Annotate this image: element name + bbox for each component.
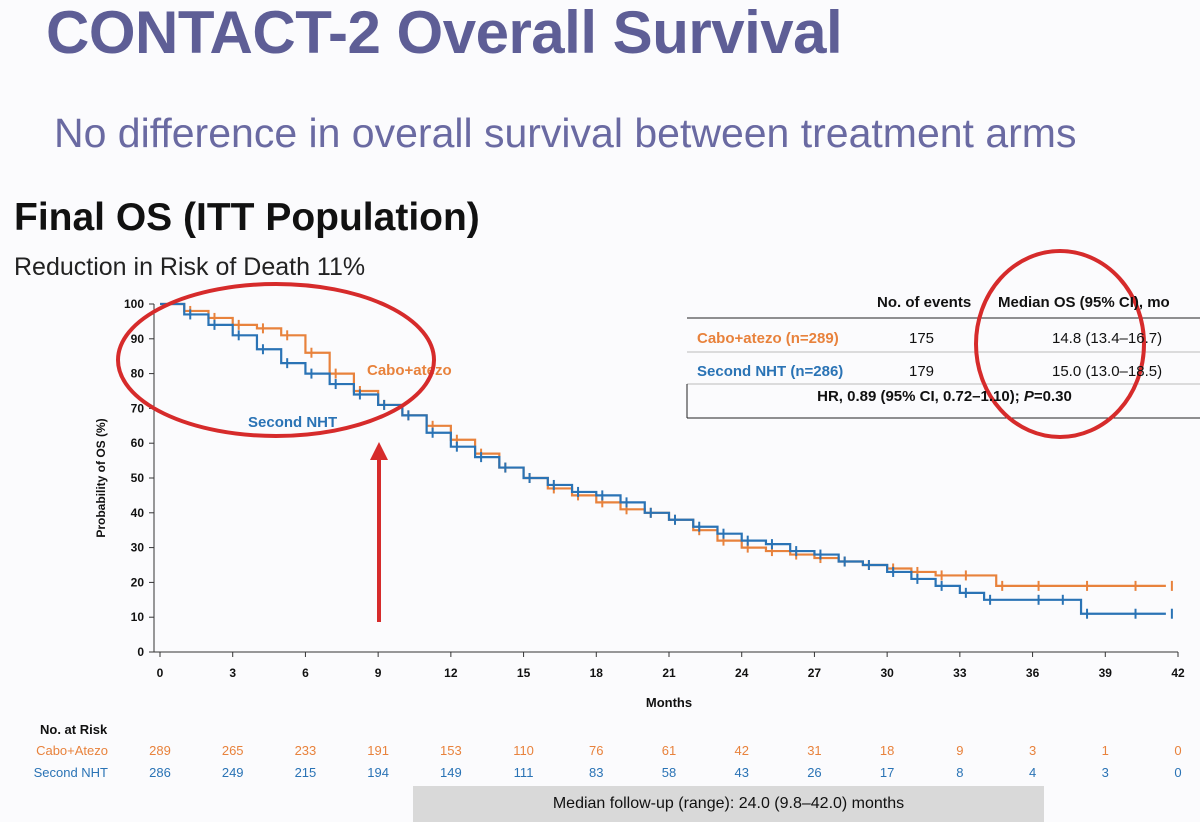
risk-cell: 110 — [513, 743, 534, 758]
risk-cell: 4 — [1028, 765, 1037, 780]
stats-row-cabo: Cabo+atezo (n=289) — [697, 330, 839, 347]
x-tick-label: 15 — [517, 666, 531, 680]
y-tick-label: 70 — [131, 401, 145, 415]
x-axis-label: Months — [646, 695, 692, 710]
arrow-head — [370, 442, 388, 460]
risk-cell: 42 — [734, 743, 749, 758]
y-tick-label: 0 — [137, 645, 144, 659]
x-tick-label: 33 — [953, 666, 967, 680]
risk-cell: 215 — [294, 765, 317, 780]
slide-subtitle: No difference in overall survival betwee… — [54, 110, 1077, 156]
hazard-ratio: HR, 0.89 (95% CI, 0.72–1.10); P=0.30 — [689, 388, 1200, 405]
risk-cell: 0 — [1174, 743, 1182, 758]
risk-cell: 17 — [879, 765, 895, 780]
highlight-ellipse-early — [116, 282, 436, 438]
x-tick-label: 39 — [1099, 666, 1113, 680]
y-tick-label: 30 — [131, 541, 145, 555]
series-line-nht — [160, 302, 1166, 615]
risk-cell: 61 — [661, 743, 677, 758]
risk-cell: 9 — [956, 743, 964, 758]
y-axis-label: Probability of OS (%) — [94, 418, 108, 537]
slide-title: CONTACT-2 Overall Survival — [46, 0, 843, 66]
x-tick-label: 30 — [880, 666, 894, 680]
y-tick-label: 100 — [124, 297, 144, 311]
x-tick-label: 12 — [444, 666, 458, 680]
risk-cell: 3 — [1101, 765, 1109, 780]
risk-cell: 233 — [294, 743, 317, 758]
y-tick-label: 40 — [131, 506, 145, 520]
stats-row-cabo-events: 175 — [909, 330, 935, 347]
risk-cell: 18 — [879, 743, 895, 758]
x-tick-label: 9 — [375, 666, 382, 680]
y-tick-label: 50 — [131, 471, 145, 485]
x-tick-label: 42 — [1171, 666, 1185, 680]
risk-cell: 111 — [513, 765, 534, 780]
y-tick-label: 80 — [131, 367, 145, 381]
x-tick-label: 24 — [735, 666, 749, 680]
stats-row-cabo-label: Cabo+atezo (n=289) — [697, 330, 839, 347]
header-events: No. of events — [877, 294, 972, 311]
risk-row-label: Second NHT — [33, 765, 108, 780]
stats-row-nht: Second NHT (n=286) — [697, 363, 843, 380]
risk-cell: 149 — [439, 765, 462, 780]
series-annotation-cabo: Cabo+atezo — [367, 362, 452, 379]
risk-cell: 43 — [734, 765, 749, 780]
risk-cell: 289 — [149, 743, 171, 758]
follow-up-text: Median follow-up (range): 24.0 (9.8–42.0… — [552, 795, 905, 812]
risk-cell: 3 — [1028, 743, 1037, 758]
follow-up-banner: Median follow-up (range): 24.0 (9.8–42.0… — [413, 786, 1044, 822]
hr-p-value: =0.30 — [1033, 388, 1072, 405]
risk-cell: 31 — [807, 743, 822, 758]
risk-cell: 26 — [807, 765, 822, 780]
risk-cell: 249 — [221, 765, 244, 780]
y-tick-label: 60 — [131, 436, 145, 450]
risk-cell: 265 — [221, 743, 244, 758]
stats-row-nht-median: 15.0 (13.0–18.5) — [1052, 363, 1163, 380]
x-tick-label: 18 — [590, 666, 604, 680]
section-subtitle: Reduction in Risk of Death 11% — [14, 253, 366, 281]
y-tick-label: 20 — [131, 575, 145, 589]
x-tick-label: 3 — [229, 666, 236, 680]
risk-cell: 191 — [367, 743, 389, 758]
risk-cell: 0 — [1174, 765, 1182, 780]
x-tick-label: 36 — [1026, 666, 1040, 680]
risk-cell: 76 — [589, 743, 604, 758]
risk-cell: 194 — [367, 765, 389, 780]
highlight-ellipse-median — [974, 249, 1146, 439]
y-tick-label: 90 — [131, 332, 145, 346]
x-tick-label: 6 — [302, 666, 309, 680]
risk-table-title: No. at Risk — [40, 722, 108, 737]
x-tick-label: 27 — [808, 666, 822, 680]
risk-cell: 1 — [1101, 743, 1109, 758]
risk-cell: 8 — [956, 765, 964, 780]
stats-table: No. of events Median OS (95% CI), mo Cab… — [687, 288, 1200, 418]
stats-row-nht-label: Second NHT (n=286) — [697, 363, 844, 380]
risk-row-label: Cabo+Atezo — [36, 743, 108, 758]
risk-cell: 83 — [589, 765, 604, 780]
stats-row-cabo-median: 14.8 (13.4–16.7) — [1052, 330, 1163, 347]
risk-cell: 286 — [149, 765, 171, 780]
x-tick-label: 0 — [157, 666, 164, 680]
stats-row-nht-events: 179 — [909, 363, 935, 380]
header-median: Median OS (95% CI), mo — [998, 294, 1170, 311]
x-tick-label: 21 — [662, 666, 676, 680]
y-tick-label: 10 — [131, 610, 145, 624]
section-title: Final OS (ITT Population) — [14, 196, 480, 239]
hr-text: HR, 0.89 (95% CI, 0.72–1.10); — [817, 388, 1024, 405]
series-annotation-nht: Second NHT — [248, 414, 337, 431]
hr-p-label: P — [1023, 388, 1034, 405]
risk-cell: 153 — [439, 743, 462, 758]
risk-cell: 58 — [661, 765, 677, 780]
